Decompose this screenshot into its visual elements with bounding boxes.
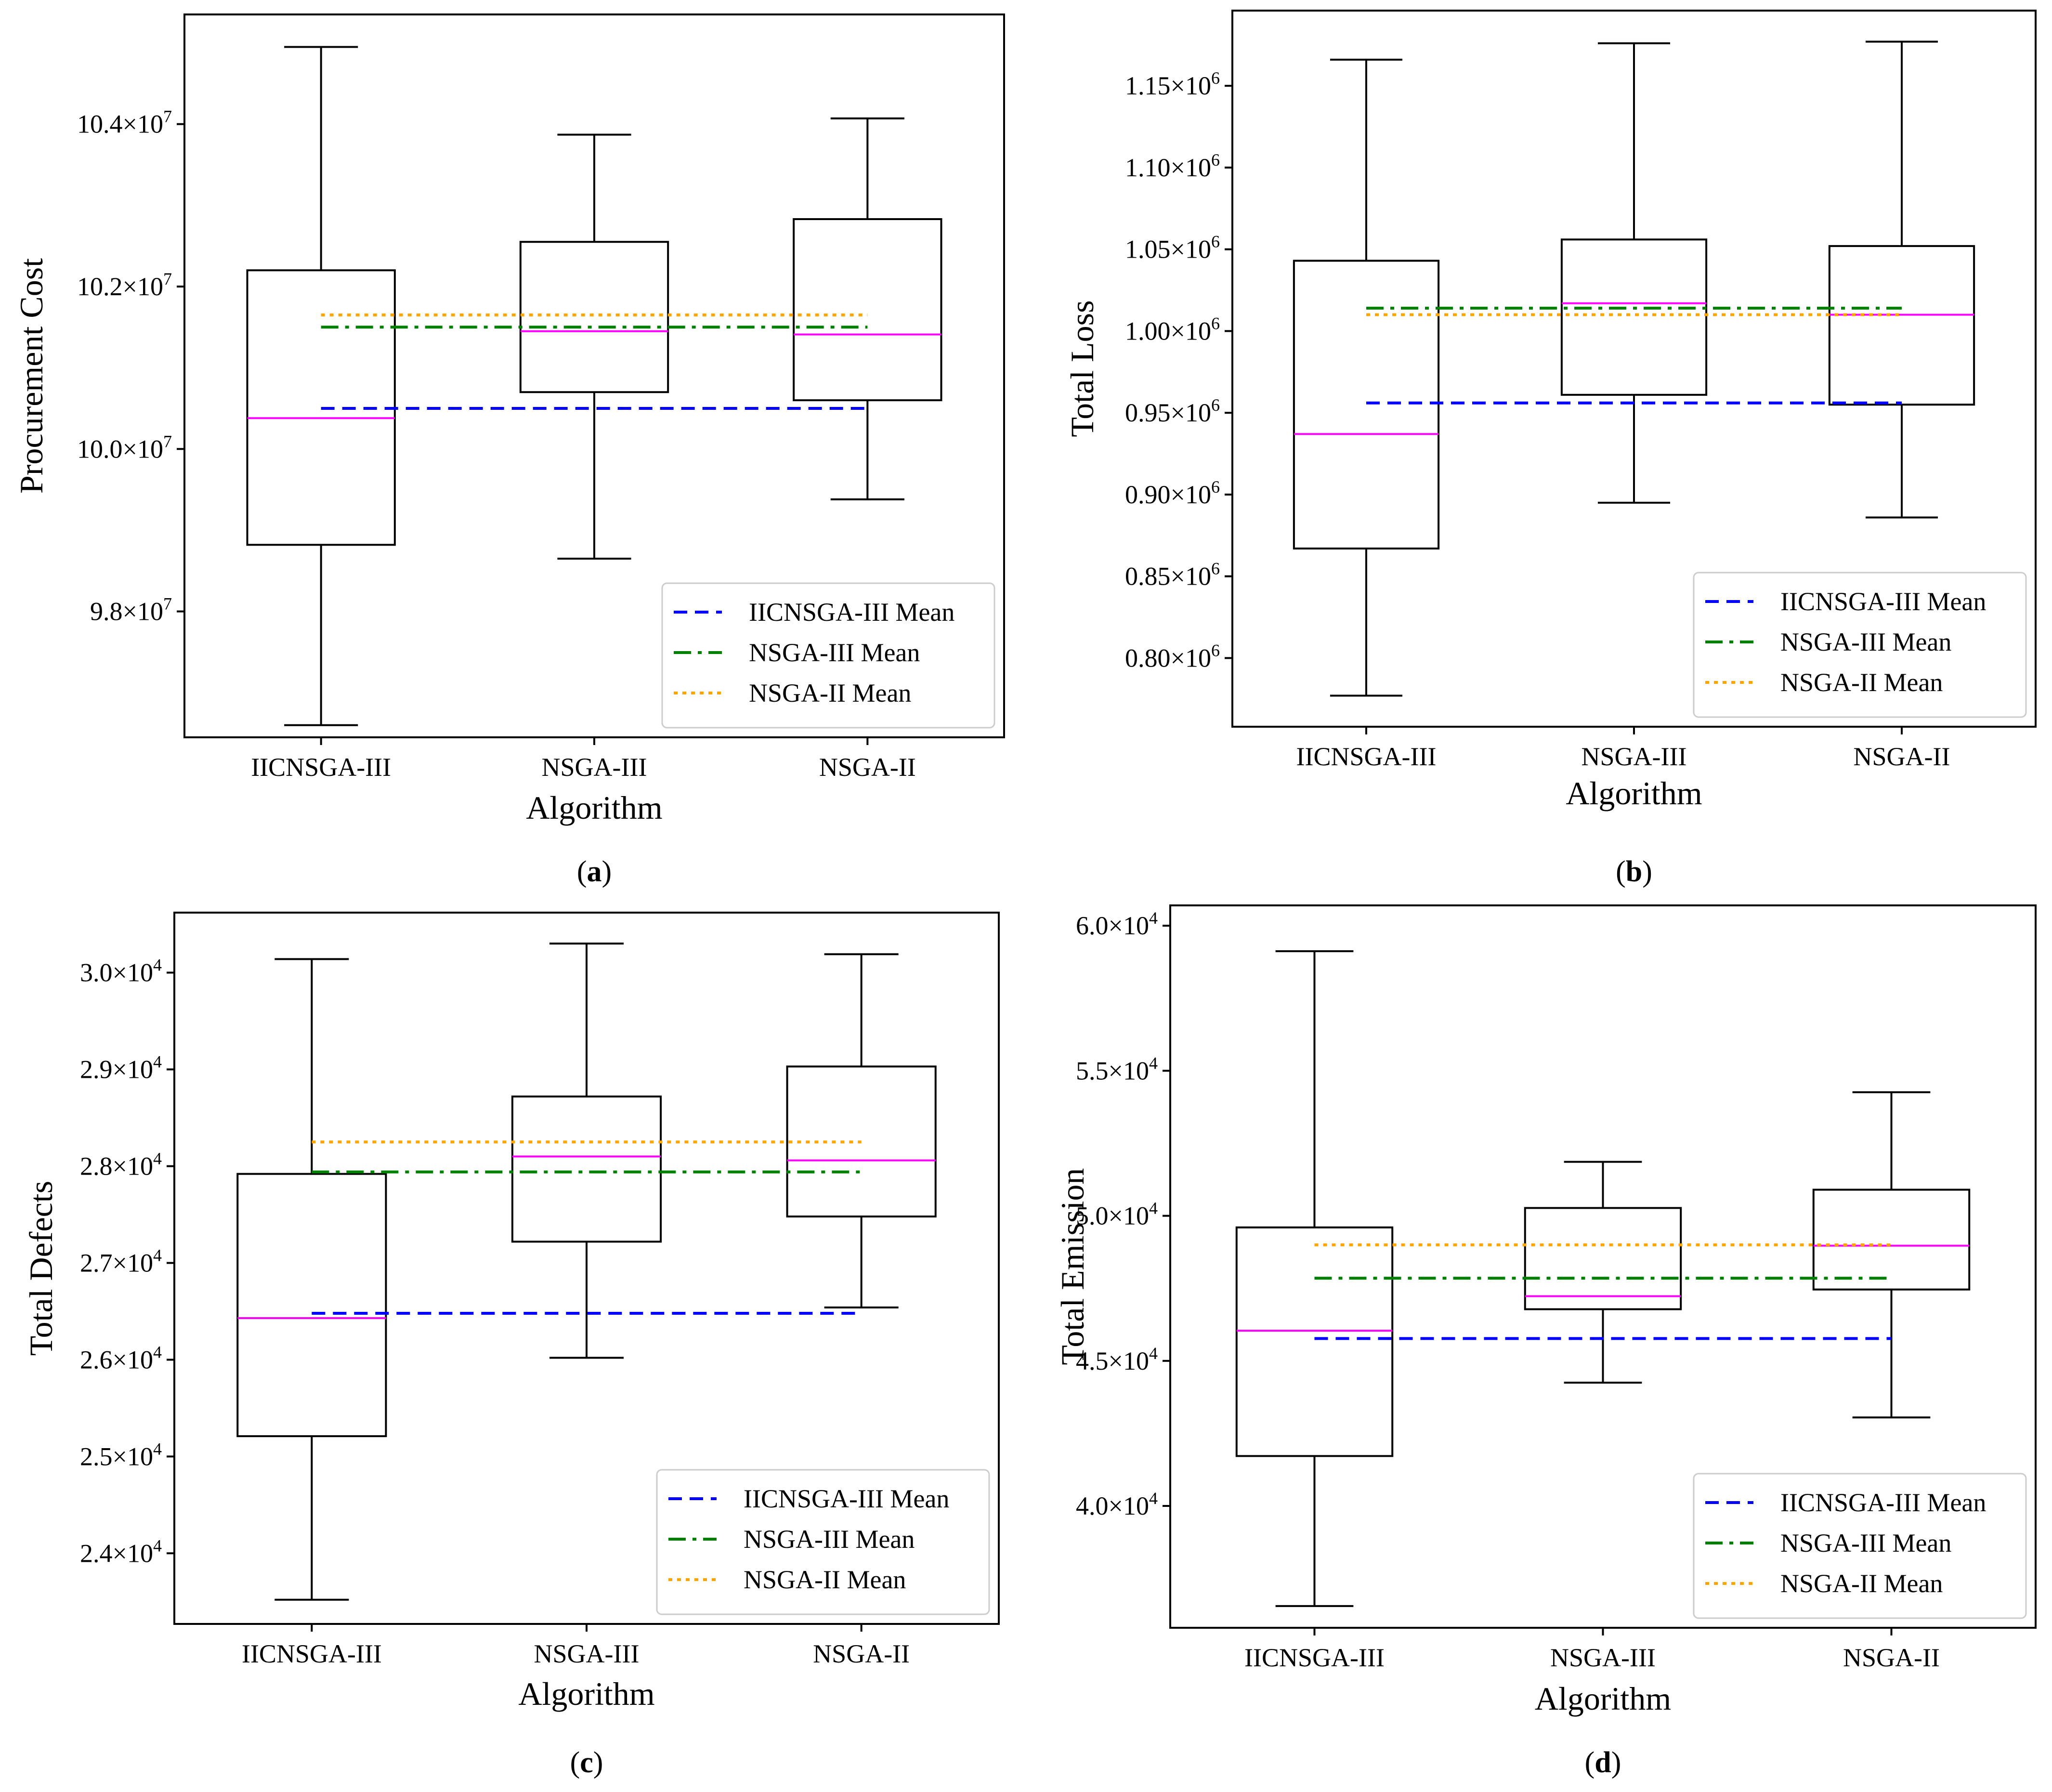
x-tick-label: IICNSGA-III	[242, 1639, 382, 1668]
iqr-box	[236, 1173, 387, 1438]
panel-c-total-defects: 2.4×104 2.5×104 2.6×104 2.7×104 2.8×104 2.9×1…	[23, 912, 1000, 1779]
iqr-box	[519, 241, 669, 393]
y-tick-label: 0.85×106	[1125, 559, 1220, 591]
legend-frame	[1693, 572, 2027, 718]
y-tick-label: 5.5×104	[1076, 1053, 1158, 1085]
legend-entry: NSGA-III Mean	[744, 1525, 915, 1554]
x-axis-label: Algorithm	[1566, 775, 1702, 811]
legend: IICNSGA-III Mean NSGA-III Mean NSGA-II Mea…	[1693, 572, 2027, 718]
x-axis-label: Algorithm	[526, 789, 662, 826]
legend-frame	[661, 582, 995, 729]
x-tick-label: IICNSGA-III	[1244, 1643, 1385, 1672]
iqr-box	[511, 1095, 662, 1243]
x-tick-label: NSGA-III	[1581, 742, 1687, 771]
y-tick-label: 3.0×104	[80, 955, 162, 987]
y-tick-label: 4.5×104	[1076, 1344, 1158, 1375]
legend: IICNSGA-III Mean NSGA-III Mean NSGA-II Mea…	[656, 1469, 990, 1615]
legend: IICNSGA-III Mean NSGA-III Mean NSGA-II Mea…	[661, 582, 995, 729]
iqr-box	[1524, 1207, 1682, 1310]
y-tick-label: 2.6×104	[80, 1342, 162, 1374]
legend-entry: NSGA-II Mean	[1780, 1569, 1943, 1598]
y-tick-label: 2.5×104	[80, 1439, 162, 1471]
panel-b-total-loss: 0.80×106 0.85×106 0.90×106 0.95×106 1.00×106…	[1064, 10, 2037, 888]
y-tick-label: 10.2×107	[77, 269, 172, 301]
panel-label: (a)	[577, 855, 612, 888]
legend-frame	[1693, 1473, 2027, 1619]
legend-entry: NSGA-III Mean	[1780, 1529, 1951, 1557]
y-tick-label: 0.90×106	[1125, 477, 1220, 509]
x-tick-label: NSGA-II	[813, 1639, 910, 1668]
iqr-box	[786, 1065, 937, 1217]
y-axis-label: Total Emission	[1054, 1168, 1091, 1365]
x-axis-label: Algorithm	[1535, 1680, 1671, 1717]
legend-entry: IICNSGA-III Mean	[744, 1484, 949, 1513]
x-tick-label: NSGA-II	[1843, 1643, 1940, 1672]
x-tick-label: NSGA-III	[1550, 1643, 1656, 1672]
y-tick-label: 10.4×107	[77, 107, 172, 139]
y-tick-label: 2.8×104	[80, 1149, 162, 1180]
box-nsga-ii	[1828, 40, 1975, 519]
iqr-box	[793, 218, 942, 402]
x-axis-label: Algorithm	[518, 1675, 654, 1712]
iqr-box	[1812, 1189, 1971, 1291]
legend-entry: IICNSGA-III Mean	[749, 598, 954, 627]
panel-label: (c)	[570, 1746, 603, 1779]
y-tick-label: 10.0×107	[77, 432, 172, 463]
y-axis-label: Procurement Cost	[13, 258, 50, 494]
x-tick-label: NSGA-II	[819, 753, 916, 782]
y-tick-label: 2.9×104	[80, 1052, 162, 1084]
panel-label: (d)	[1585, 1746, 1621, 1779]
legend-entry: NSGA-II Mean	[1780, 668, 1943, 697]
y-axis-label: Total Defects	[23, 1181, 59, 1356]
box-nsga-ii	[793, 117, 942, 500]
box-iicnsga-iii	[236, 958, 387, 1601]
y-tick-label: 0.95×106	[1125, 395, 1220, 427]
y-tick-label: 1.05×106	[1125, 232, 1220, 264]
legend-entry: NSGA-III Mean	[1780, 628, 1951, 656]
legend-entry: IICNSGA-III Mean	[1780, 1488, 1986, 1517]
legend-frame	[656, 1469, 990, 1615]
y-axis-label: Total Loss	[1064, 300, 1100, 437]
panel-label: (b)	[1616, 855, 1652, 888]
box-nsga-iii	[519, 133, 669, 560]
box-nsga-ii	[786, 953, 937, 1308]
legend-entry: NSGA-II Mean	[744, 1565, 906, 1594]
box-nsga-ii	[1812, 1091, 1971, 1419]
box-nsga-iii	[511, 942, 662, 1359]
legend-entry: NSGA-III Mean	[749, 638, 920, 667]
x-tick-label: NSGA-III	[534, 1639, 640, 1668]
box-nsga-iii	[1524, 1161, 1682, 1384]
y-tick-label: 1.10×106	[1125, 150, 1220, 182]
x-tick-label: IICNSGA-III	[1296, 742, 1437, 771]
box-iicnsga-iii	[1293, 58, 1440, 697]
iqr-box	[1560, 238, 1708, 396]
x-tick-label: NSGA-III	[542, 753, 647, 782]
box-iicnsga-iii	[246, 46, 396, 726]
y-tick-label: 5.0×104	[1076, 1199, 1158, 1230]
iqr-box	[1828, 245, 1975, 406]
y-tick-label: 2.4×104	[80, 1536, 162, 1568]
legend: IICNSGA-III Mean NSGA-III Mean NSGA-II Mea…	[1693, 1473, 2027, 1619]
x-tick-label: IICNSGA-III	[251, 753, 391, 782]
panel-a-procurement-cost: 9.8×107 10.0×107 10.2×107 10.4×107 IICNSGA-I…	[13, 13, 1005, 888]
y-tick-label: 1.00×106	[1125, 314, 1220, 345]
y-tick-label: 6.0×104	[1076, 908, 1158, 940]
y-tick-label: 2.7×104	[80, 1245, 162, 1277]
y-tick-label: 0.80×106	[1125, 641, 1220, 672]
legend-entry: IICNSGA-III Mean	[1780, 587, 1986, 616]
y-tick-label: 4.0×104	[1076, 1489, 1158, 1520]
panel-d-total-emission: 4.0×104 4.5×104 5.0×104 5.5×104 6.0×104 IICNS…	[1054, 904, 2037, 1779]
legend-entry: NSGA-II Mean	[749, 679, 911, 707]
box-iicnsga-iii	[1235, 950, 1394, 1607]
box-nsga-iii	[1560, 42, 1708, 504]
iqr-box	[1293, 260, 1440, 549]
y-tick-label: 9.8×107	[90, 594, 172, 626]
iqr-box	[1235, 1226, 1394, 1457]
x-tick-label: NSGA-II	[1854, 742, 1950, 771]
y-tick-label: 1.15×106	[1125, 68, 1220, 100]
